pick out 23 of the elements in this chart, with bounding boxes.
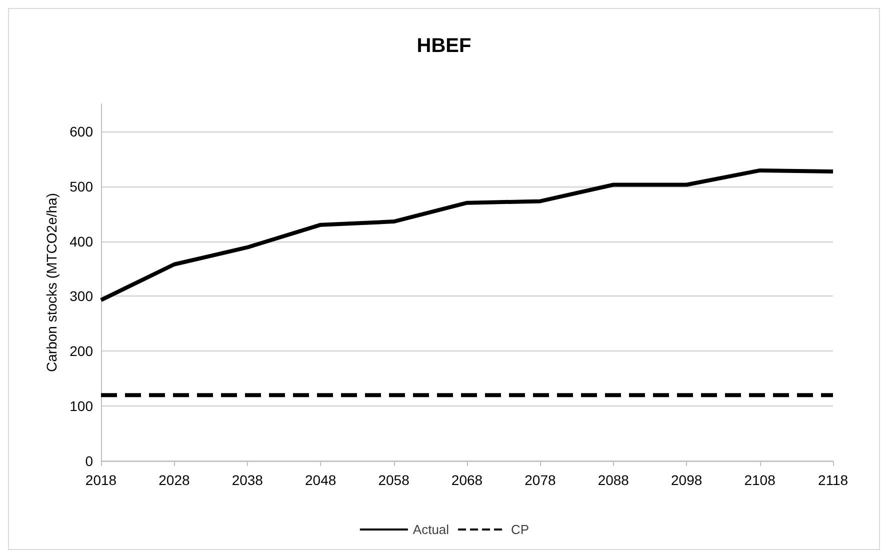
y-tick-label: 300 [70,288,94,304]
y-axis-title: Carbon stocks (MTCO2e/ha) [44,193,60,372]
y-tick-label: 200 [70,343,94,360]
y-tick-label: 100 [70,398,94,414]
legend-label: CP [511,522,530,537]
x-tick-label: 2088 [598,472,630,488]
y-tick-label: 500 [70,178,94,194]
x-tick-label: 2068 [451,472,483,488]
x-tick-label: 2048 [305,472,336,488]
chart-title: HBEF [416,35,472,57]
x-tick-label: 2078 [524,472,556,488]
y-tick-label: 400 [70,233,94,250]
x-tick-label: 2028 [158,472,190,488]
line-series [99,168,835,302]
x-tick-label: 2058 [378,472,410,488]
legend-label: Actual [412,522,450,537]
x-tick-label: 2118 [818,472,848,488]
x-tick-label: 2018 [85,472,117,488]
y-tick-label: 0 [85,453,94,469]
y-tick-label: 600 [70,123,94,140]
x-tick-label: 2098 [671,472,702,488]
x-tick-label: 2108 [744,472,776,488]
x-tick-label: 2038 [232,472,264,488]
